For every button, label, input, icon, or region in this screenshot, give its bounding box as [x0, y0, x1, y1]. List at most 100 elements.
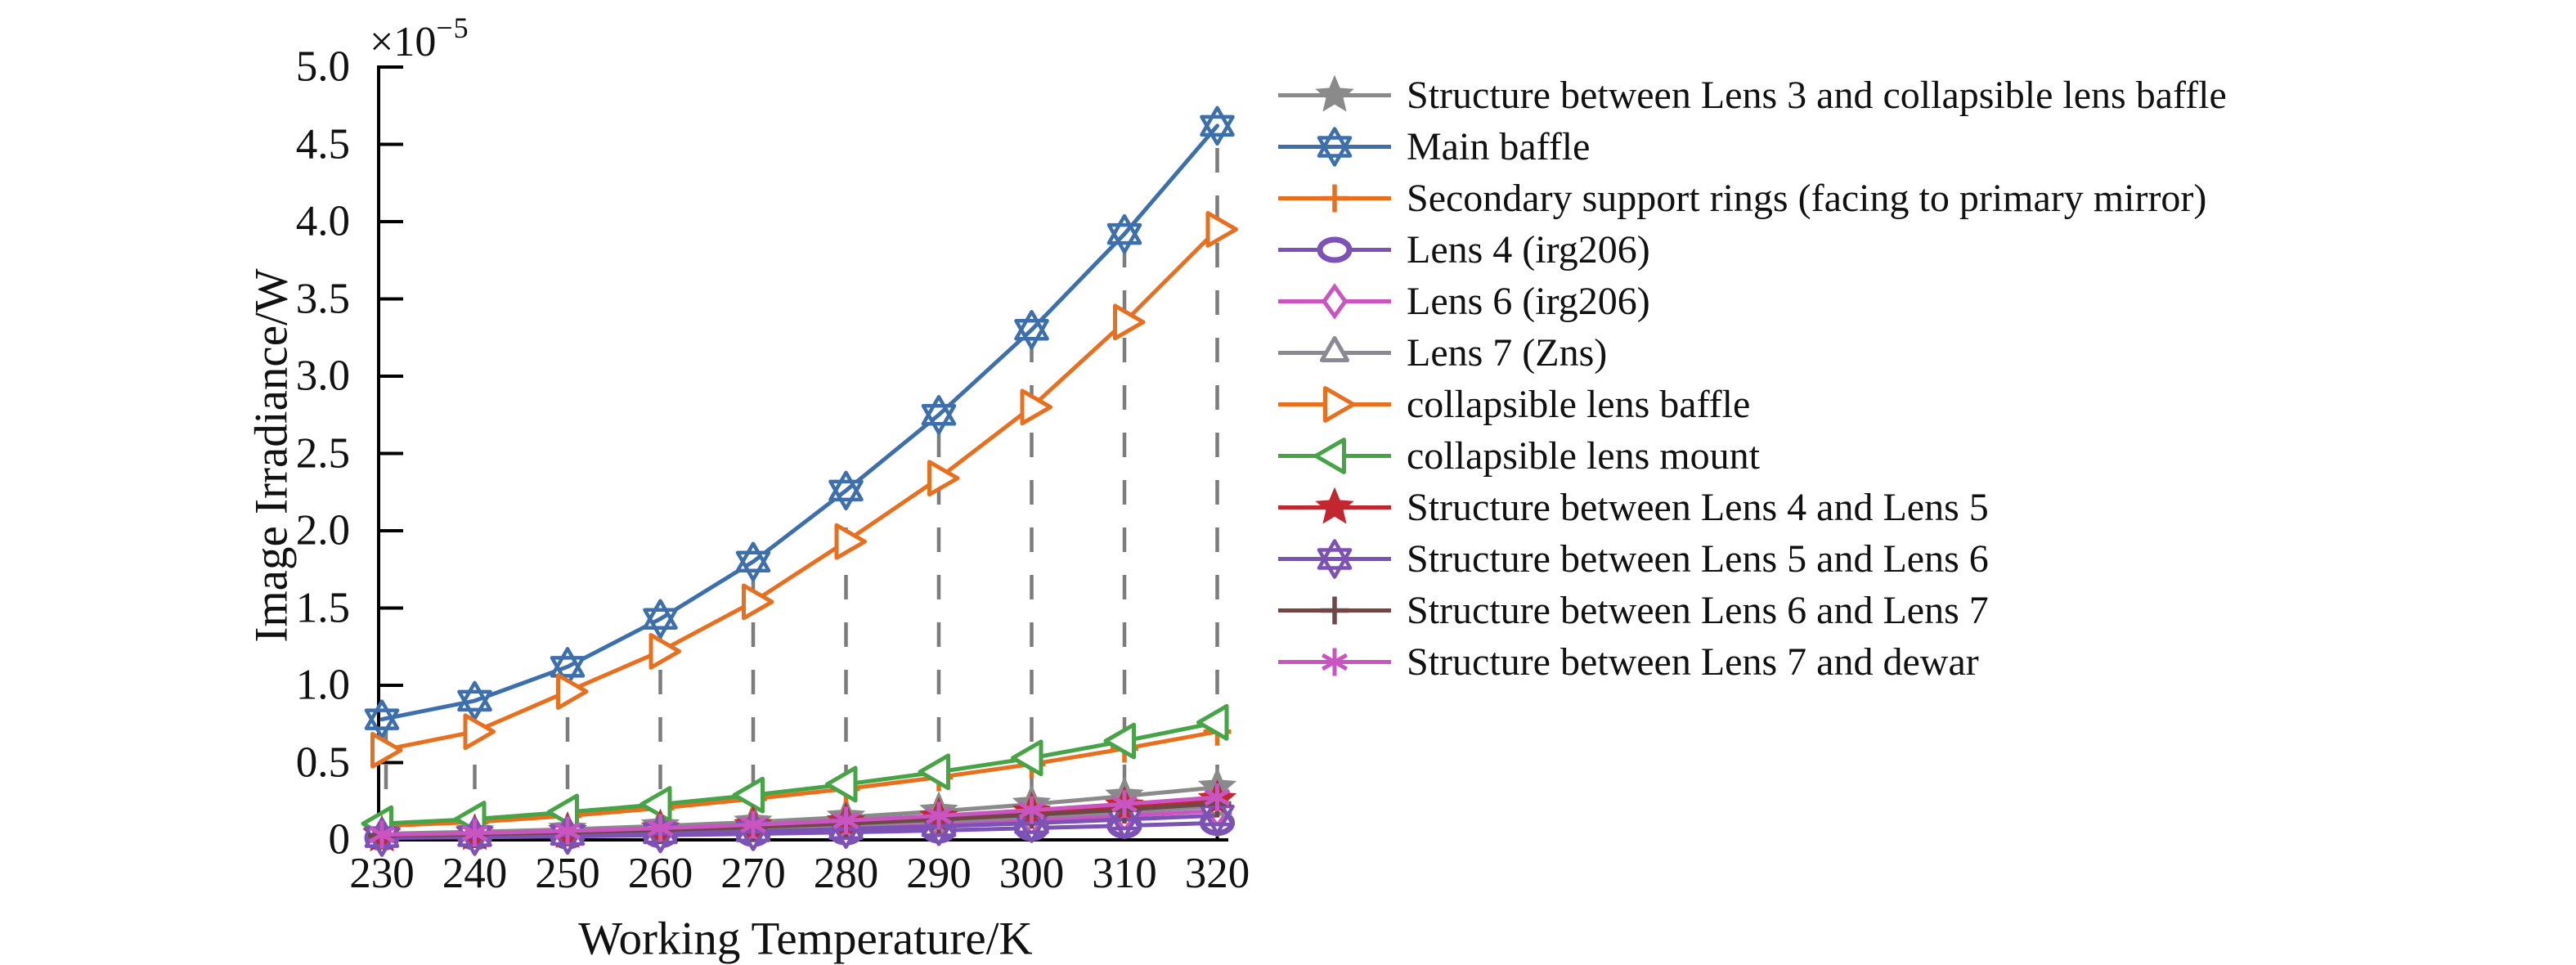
series-line [379, 720, 1219, 826]
legend-label: Structure between Lens 3 and collapsible… [1407, 74, 2227, 117]
hexagram-marker-icon [735, 541, 771, 582]
series-line [379, 813, 1219, 840]
star5-marker-icon [1315, 74, 1354, 112]
axes [377, 65, 1228, 842]
legend-item-lens-6-irg206: Lens 6 (irg206) [1276, 276, 2227, 327]
hexagram-marker-icon [1317, 127, 1353, 167]
triangle-right-marker-icon [556, 673, 589, 710]
hexagram-marker-icon [643, 599, 678, 639]
triangle-right-marker-icon [742, 583, 774, 621]
x-tick-label: 250 [535, 850, 600, 897]
asterisk-marker-icon [832, 806, 859, 835]
asterisk-marker-icon [1204, 783, 1231, 812]
hexagram-marker-icon [364, 699, 400, 739]
legend-key [1278, 438, 1391, 474]
triangle-left-marker-icon [732, 776, 765, 814]
triangle-right-marker-icon [648, 633, 681, 670]
triangle-left-marker-icon [918, 753, 950, 791]
legend-key [1278, 236, 1391, 263]
asterisk-marker-icon [1111, 790, 1138, 819]
diamond-marker-icon [1321, 283, 1349, 320]
series-structure-between-lens-7-and-dewar [369, 783, 1231, 849]
triangle-left-marker-icon [1103, 722, 1136, 760]
legend-item-structure-between-lens-3-and-collapsible-lens-baffle: Structure between Lens 3 and collapsible… [1276, 70, 2227, 121]
hexagram-marker-icon [1317, 539, 1353, 579]
legend-item-lens-4-irg206: Lens 4 (irg206) [1276, 224, 2227, 276]
y-tick-label: 1.0 [295, 661, 350, 709]
legend-label: Lens 7 (Zns) [1407, 331, 1608, 375]
x-tick-label: 240 [442, 850, 508, 897]
series-line [379, 227, 1219, 752]
y-tick-label: 2.5 [295, 429, 350, 477]
stem-gridlines [384, 133, 1219, 837]
hexagram-marker-icon [921, 395, 957, 435]
star5-marker-icon [1315, 487, 1354, 524]
legend-label: Structure between Lens 4 and Lens 5 [1407, 486, 1989, 529]
legend-item-structure-between-lens-5-and-lens-6: Structure between Lens 5 and Lens 6 [1276, 533, 2227, 585]
hexagram-marker-icon [1200, 105, 1235, 146]
series-line [379, 729, 1219, 828]
triangle-right-marker-icon [463, 713, 496, 751]
legend-label: Lens 6 (irg206) [1407, 280, 1650, 323]
hexagram-marker-icon [1014, 310, 1049, 350]
hexagram-marker-icon [1106, 213, 1142, 254]
legend-item-structure-between-lens-4-and-lens-5: Structure between Lens 4 and Lens 5 [1276, 482, 2227, 533]
y-tick-label: 4.0 [295, 197, 350, 245]
legend-key [1278, 487, 1391, 524]
hexagram-marker-icon [457, 680, 492, 721]
y-tick-label: 0.5 [295, 738, 350, 786]
triangle-right-marker-icon [927, 460, 960, 497]
circle-marker-icon [1317, 236, 1353, 263]
x-tick-label: 270 [720, 850, 786, 897]
triangle-left-marker-icon [1196, 703, 1229, 741]
triangle-right-marker-icon [834, 523, 867, 560]
legend-label: Secondary support rings (facing to prima… [1407, 177, 2207, 220]
plus-marker-icon [1321, 184, 1349, 213]
y-tick-label: 3.0 [295, 352, 350, 400]
legend-label: Lens 4 (irg206) [1407, 228, 1650, 272]
asterisk-marker-icon [461, 819, 488, 847]
triangle-right-marker-icon [1113, 303, 1146, 341]
x-tick-label: 320 [1184, 850, 1250, 897]
triangle-right-marker-icon [1020, 388, 1052, 426]
legend-key [1278, 74, 1391, 112]
y-tick-label: 2.0 [295, 506, 350, 554]
legend-label: Structure between Lens 7 and dewar [1407, 640, 1979, 684]
legend-item-collapsible-lens-mount: collapsible lens mount [1276, 430, 2227, 482]
asterisk-marker-icon [647, 814, 674, 842]
series-main-baffle [364, 105, 1235, 739]
triangle-up-marker-icon [1319, 336, 1350, 362]
asterisk-marker-icon [369, 820, 395, 849]
x-tick-label: 290 [906, 850, 972, 897]
asterisk-marker-icon [554, 817, 581, 846]
legend-item-collapsible-lens-baffle: collapsible lens baffle [1276, 379, 2227, 430]
triangle-left-marker-icon [1011, 739, 1043, 777]
triangle-left-marker-icon [1313, 438, 1346, 474]
asterisk-marker-icon [1018, 796, 1045, 824]
y-tick-label: 5.0 [295, 43, 350, 91]
triangle-right-marker-icon [370, 731, 403, 769]
legend-key [1278, 539, 1391, 579]
x-tick-label: 260 [627, 850, 693, 897]
legend-label: Structure between Lens 5 and Lens 6 [1407, 537, 1989, 581]
x-axis-title: Working Temperature/K [578, 913, 1033, 965]
x-tick-label: 230 [349, 850, 415, 897]
offset-exponent: −5 [436, 11, 469, 44]
legend-item-lens-7-zns: Lens 7 (Zns) [1276, 327, 2227, 379]
legend: Structure between Lens 3 and collapsible… [1276, 70, 2227, 688]
y-tick-label: 3.5 [295, 275, 350, 322]
legend-key [1278, 596, 1391, 625]
offset-base: ×10 [370, 19, 437, 65]
legend-label: Structure between Lens 6 and Lens 7 [1407, 589, 1989, 632]
plus-marker-icon [1321, 596, 1349, 625]
legend-item-structure-between-lens-6-and-lens-7: Structure between Lens 6 and Lens 7 [1276, 585, 2227, 636]
series-line [379, 123, 1219, 722]
triangle-left-marker-icon [825, 765, 858, 803]
hexagram-marker-icon [828, 470, 864, 511]
y-tick-label: 4.5 [295, 120, 350, 168]
legend-item-structure-between-lens-7-and-dewar: Structure between Lens 7 and dewar [1276, 636, 2227, 688]
asterisk-marker-icon [1322, 648, 1348, 676]
legend-key [1278, 283, 1391, 320]
